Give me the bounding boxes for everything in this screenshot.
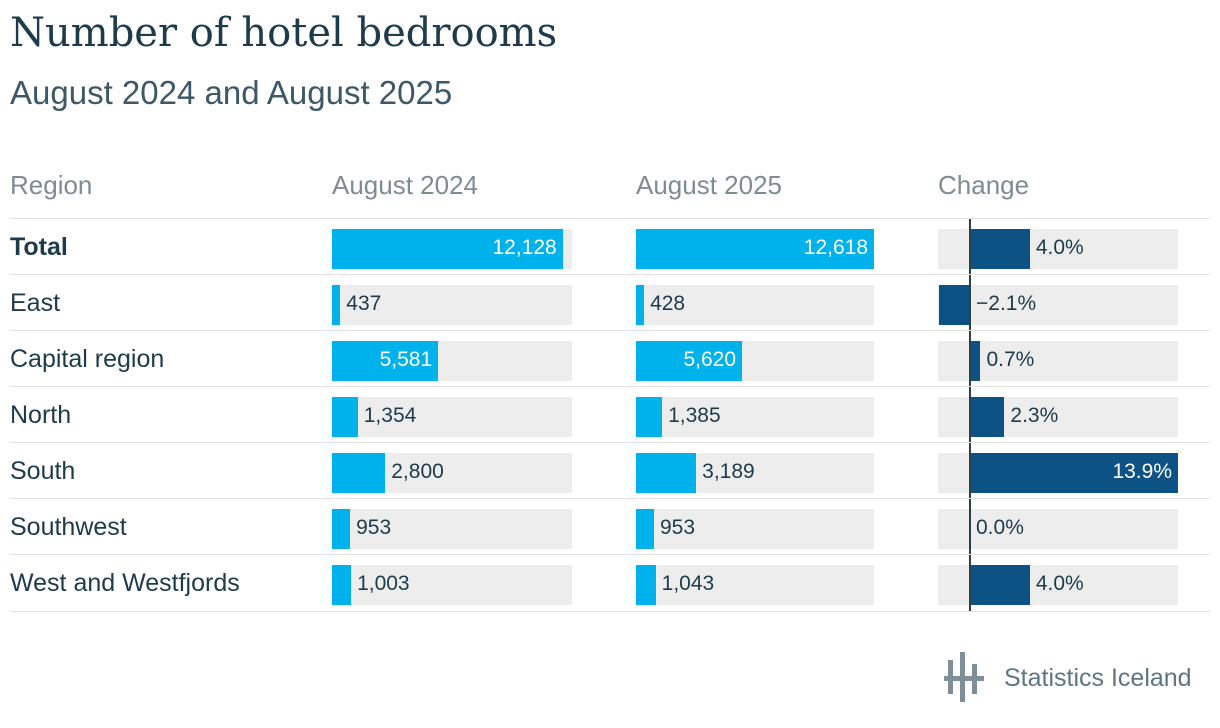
august-2025-value: 1,385 <box>668 404 721 427</box>
change-track: 2.3% <box>938 397 1178 437</box>
zero-line <box>969 555 971 611</box>
change-value: 0.0% <box>976 516 1024 539</box>
column-header-august-2024: August 2024 <box>332 170 479 200</box>
august-2024-track: 1,003 <box>332 565 572 605</box>
august-2024-bar <box>332 509 351 549</box>
statistics-iceland-logo-icon <box>944 652 984 707</box>
change-bar <box>970 397 1005 437</box>
august-2024-track: 12,128 <box>332 229 572 269</box>
chart-title: Number of hotel bedrooms <box>10 10 558 56</box>
august-2024-bar <box>332 565 352 605</box>
august-2024-value: 1,003 <box>357 572 410 595</box>
august-2025-value: 428 <box>650 292 686 315</box>
column-header-region: Region <box>10 170 93 200</box>
table-row: East 437 428 −2.1% <box>10 274 1210 331</box>
column-header-change: Change <box>938 170 1030 200</box>
change-value: 4.0% <box>1035 572 1084 595</box>
change-track: −2.1% <box>938 285 1178 325</box>
zero-line <box>969 387 971 443</box>
table-row: South 2,800 3,189 13.9% <box>10 442 1210 499</box>
august-2024-bar <box>332 229 563 269</box>
august-2025-value: 12,618 <box>803 236 868 259</box>
august-2024-bar <box>332 397 358 437</box>
august-2025-bar <box>636 509 654 549</box>
august-2024-value: 2,800 <box>391 460 444 483</box>
change-bar <box>970 453 1178 493</box>
august-2024-bar <box>332 285 341 325</box>
table-row: West and Westfjords 1,003 1,043 4.0% <box>10 554 1210 612</box>
zero-line <box>969 219 971 275</box>
august-2024-track: 437 <box>332 285 572 325</box>
august-2025-track: 428 <box>636 285 874 325</box>
august-2025-bar <box>636 285 645 325</box>
august-2024-track: 2,800 <box>332 453 572 493</box>
change-bar <box>938 285 970 325</box>
region-label: Capital region <box>10 345 165 373</box>
august-2025-bar <box>636 565 656 605</box>
august-2024-track: 953 <box>332 509 572 549</box>
august-2024-value: 953 <box>356 516 392 539</box>
august-2024-track: 1,354 <box>332 397 572 437</box>
change-bar <box>970 229 1030 269</box>
august-2024-track: 5,581 <box>332 341 572 381</box>
august-2025-track: 3,189 <box>636 453 874 493</box>
august-2025-value: 5,620 <box>683 348 737 371</box>
august-2025-bar <box>636 397 663 437</box>
table-row: North 1,354 1,385 2.3% <box>10 386 1210 443</box>
region-label: South <box>10 457 76 485</box>
august-2025-track: 1,043 <box>636 565 874 605</box>
change-track: 13.9% <box>938 453 1178 493</box>
august-2024-value: 1,354 <box>363 404 417 427</box>
august-2025-bar <box>636 341 742 381</box>
change-bar <box>970 565 1030 605</box>
table-row: Total 12,128 12,618 4.0% <box>10 218 1210 275</box>
august-2025-track: 1,385 <box>636 397 874 437</box>
column-header-august-2025: August 2025 <box>636 170 783 200</box>
change-value: 13.9% <box>1112 460 1172 483</box>
change-track: 4.0% <box>938 565 1178 605</box>
change-bar <box>970 341 981 381</box>
august-2024-value: 437 <box>346 292 382 315</box>
change-value: 4.0% <box>1035 236 1084 259</box>
change-track: 4.0% <box>938 229 1178 269</box>
august-2024-value: 5,581 <box>379 348 433 371</box>
change-value: −2.1% <box>976 292 1037 315</box>
zero-line <box>969 275 971 331</box>
august-2025-value: 1,043 <box>661 572 715 595</box>
august-2025-bar <box>636 453 697 493</box>
region-label: West and Westfjords <box>10 569 240 597</box>
august-2025-track: 5,620 <box>636 341 874 381</box>
august-2025-bar <box>636 229 874 269</box>
zero-line <box>969 499 971 555</box>
august-2024-bar <box>332 341 439 381</box>
region-label: East <box>10 289 61 317</box>
change-value: 2.3% <box>1010 404 1059 427</box>
change-value: 0.7% <box>986 348 1035 371</box>
region-label: Southwest <box>10 513 127 541</box>
august-2025-value: 3,189 <box>702 460 755 483</box>
august-2024-bar <box>332 453 386 493</box>
change-track: 0.0% <box>938 509 1178 549</box>
chart-subtitle: August 2024 and August 2025 <box>10 74 453 111</box>
footer-brand: Statistics Iceland <box>1004 664 1192 692</box>
zero-line <box>969 443 971 499</box>
region-label: Total <box>10 233 68 261</box>
table-row: Capital region 5,581 5,620 0.7% <box>10 330 1210 387</box>
august-2025-value: 953 <box>659 516 696 539</box>
change-track: 0.7% <box>938 341 1178 381</box>
august-2025-track: 12,618 <box>636 229 874 269</box>
august-2024-value: 12,128 <box>492 236 557 259</box>
region-label: North <box>10 401 72 429</box>
august-2025-track: 953 <box>636 509 874 549</box>
table-row: Southwest 953 953 0.0% <box>10 498 1210 555</box>
zero-line <box>969 331 971 387</box>
